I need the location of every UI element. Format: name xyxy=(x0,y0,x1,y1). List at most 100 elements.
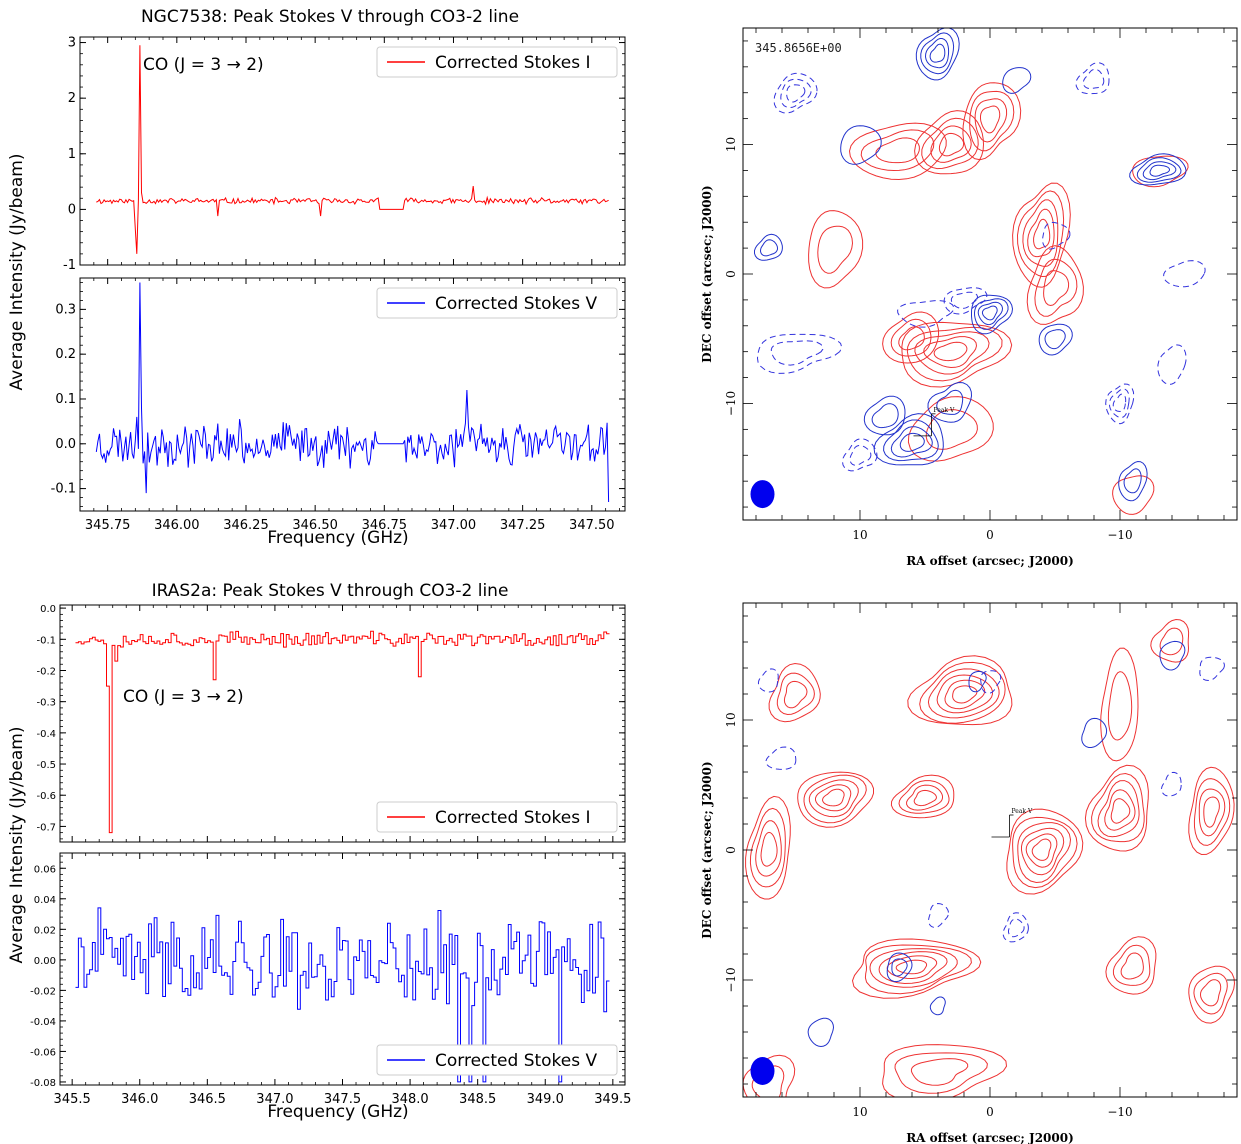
stokes-v-contour xyxy=(883,419,939,462)
y-tick-label: 2 xyxy=(68,91,76,106)
map-x-axis-label: RA offset (arcsec; J2000) xyxy=(906,554,1074,568)
stokes-i-contour xyxy=(808,779,859,818)
stokes-i-contour xyxy=(894,1052,988,1094)
legend-box xyxy=(376,287,618,319)
y-tick-label: -0.02 xyxy=(30,986,56,997)
stokes-i-contour xyxy=(914,331,990,375)
stokes-i-contour xyxy=(1033,218,1051,250)
stokes-v-contour xyxy=(927,381,973,423)
stokes-i-contour xyxy=(882,1044,1008,1097)
stokes-v-contour xyxy=(897,300,955,328)
stokes-v-contour xyxy=(1129,153,1187,186)
peak-v-label: Peak V xyxy=(934,407,955,414)
stokes-v-contour xyxy=(1044,329,1066,350)
y-tick-label: 3 xyxy=(68,36,76,51)
stokes-i-contour xyxy=(930,125,972,163)
stokes-i-contour xyxy=(1193,778,1231,846)
stokes-i-contour xyxy=(743,1054,796,1097)
stokes-i-contour xyxy=(808,210,864,289)
stokes-i-contour xyxy=(760,831,778,867)
x-tick-label: −10 xyxy=(1107,1105,1132,1119)
stokes-v-contour xyxy=(915,28,960,81)
stokes-i-contour xyxy=(1012,182,1071,288)
x-tick-label: 0 xyxy=(986,1105,994,1119)
stokes-i-contour xyxy=(910,1058,969,1086)
stokes-i-contour xyxy=(901,321,1013,388)
stokes-i-contour xyxy=(906,784,943,811)
y-tick-label: 10 xyxy=(724,712,738,727)
y-tick-label: 0.3 xyxy=(55,302,76,317)
stokes-i-contour xyxy=(1159,627,1184,656)
x-tick-label: 346.25 xyxy=(223,518,269,533)
iras-stokes-v-panel: 0.06 0.04 0.02 0.00 -0.02 -0.04 -0.06 -0.08 345.… xyxy=(30,852,631,1107)
plot-frame xyxy=(79,36,626,266)
stokes-i-contour xyxy=(919,661,1006,724)
stokes-i-contour xyxy=(969,90,1015,152)
stokes-i-contour xyxy=(933,341,968,362)
stokes-i-contour xyxy=(1027,208,1055,258)
stokes-v-contour xyxy=(968,670,987,693)
y-tick-label: 0.00 xyxy=(34,956,56,967)
stokes-i-contour xyxy=(952,685,978,704)
spectrum-line xyxy=(75,907,610,1083)
stokes-v-contour xyxy=(929,43,946,63)
stokes-i-contour xyxy=(895,959,928,975)
stokes-v-contour xyxy=(1163,260,1206,288)
stokes-i-contour xyxy=(768,662,821,723)
stokes-v-contour xyxy=(1042,221,1071,250)
stokes-i-contour xyxy=(925,409,978,450)
stokes-i-contour xyxy=(1188,766,1235,856)
stokes-i-contour xyxy=(1107,671,1133,741)
y-tick-label: -1 xyxy=(63,258,76,273)
stokes-i-contour xyxy=(749,807,786,888)
stokes-i-contour xyxy=(1031,838,1052,861)
stokes-v-contour xyxy=(891,958,908,977)
stokes-v-contour xyxy=(1002,912,1029,943)
stokes-i-contour xyxy=(864,944,972,995)
iras-y-axis-label: Average Intensity (Jy/beam) xyxy=(7,727,27,964)
co-line-annotation: CO (J = 3 → 2) xyxy=(123,687,244,707)
stokes-i-contour xyxy=(890,774,955,819)
stokes-v-contour xyxy=(1081,717,1108,748)
stokes-i-contour xyxy=(1110,798,1131,824)
y-tick-label: -0.7 xyxy=(36,822,56,833)
stokes-v-contour xyxy=(754,233,783,261)
stokes-i-contour xyxy=(1112,944,1151,986)
stokes-i-contour xyxy=(860,129,935,172)
peak-v-label: Peak V xyxy=(1012,808,1033,815)
beam-ellipse xyxy=(750,1057,775,1085)
x-tick-label: 349.0 xyxy=(527,1092,564,1107)
stokes-i-contour xyxy=(1198,788,1226,837)
plot-frame xyxy=(79,277,626,512)
stokes-v-contour xyxy=(971,294,1014,335)
stokes-v-contour xyxy=(849,444,872,466)
spectrum-line xyxy=(95,282,610,503)
stokes-v-contour xyxy=(1142,161,1177,181)
x-tick-label: 346.0 xyxy=(121,1092,158,1107)
stokes-i-contour xyxy=(751,1065,785,1097)
x-tick-label: 346.50 xyxy=(292,518,338,533)
map-y-axis-label: DEC offset (arcsec; J2000) xyxy=(700,761,714,938)
stokes-i-contour xyxy=(1006,808,1084,895)
x-tick-label: 349.5 xyxy=(594,1092,631,1107)
y-tick-label: 0.06 xyxy=(34,864,56,875)
stokes-i-contour xyxy=(822,788,845,807)
y-tick-label: -0.4 xyxy=(36,729,56,740)
x-tick-label: 348.0 xyxy=(391,1092,428,1107)
x-tick-label: 345.75 xyxy=(85,518,131,533)
stokes-v-contour xyxy=(873,413,944,466)
y-tick-label: 0.0 xyxy=(40,604,56,615)
stokes-i-contour xyxy=(817,225,854,274)
stokes-i-contour xyxy=(907,655,1013,726)
x-tick-label: 346.5 xyxy=(189,1092,226,1107)
stokes-i-contour xyxy=(851,938,982,999)
stokes-i-contour xyxy=(914,110,985,175)
ngc-title: NGC7538: Peak Stokes V through CO3-2 lin… xyxy=(141,7,519,27)
ngc-contour-map: Peak V 10 0 −10 10 0 −10 RA offset (arcsec; J20… xyxy=(700,27,1238,568)
y-tick-label: 0 xyxy=(724,846,738,854)
y-tick-label: -0.06 xyxy=(30,1047,56,1058)
stokes-i-contour xyxy=(1026,245,1084,325)
stokes-i-contour xyxy=(1043,270,1070,307)
stokes-v-contour xyxy=(841,438,878,472)
y-tick-label: -0.5 xyxy=(36,760,56,771)
